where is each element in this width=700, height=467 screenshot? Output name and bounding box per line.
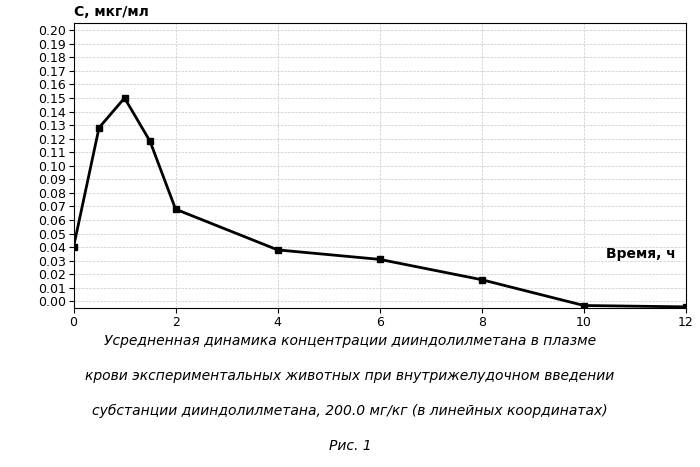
Text: крови экспериментальных животных при внутрижелудочном введении: крови экспериментальных животных при вну… bbox=[85, 369, 615, 383]
Text: С, мкг/мл: С, мкг/мл bbox=[74, 5, 148, 19]
Text: Усредненная динамика концентрации дииндолилметана в плазме: Усредненная динамика концентрации дииндо… bbox=[104, 334, 596, 348]
Text: субстанции дииндолилметана, 200.0 мг/кг (в линейных координатах): субстанции дииндолилметана, 200.0 мг/кг … bbox=[92, 404, 608, 418]
Text: Рис. 1: Рис. 1 bbox=[329, 439, 371, 453]
Text: Время, ч: Время, ч bbox=[606, 247, 676, 261]
